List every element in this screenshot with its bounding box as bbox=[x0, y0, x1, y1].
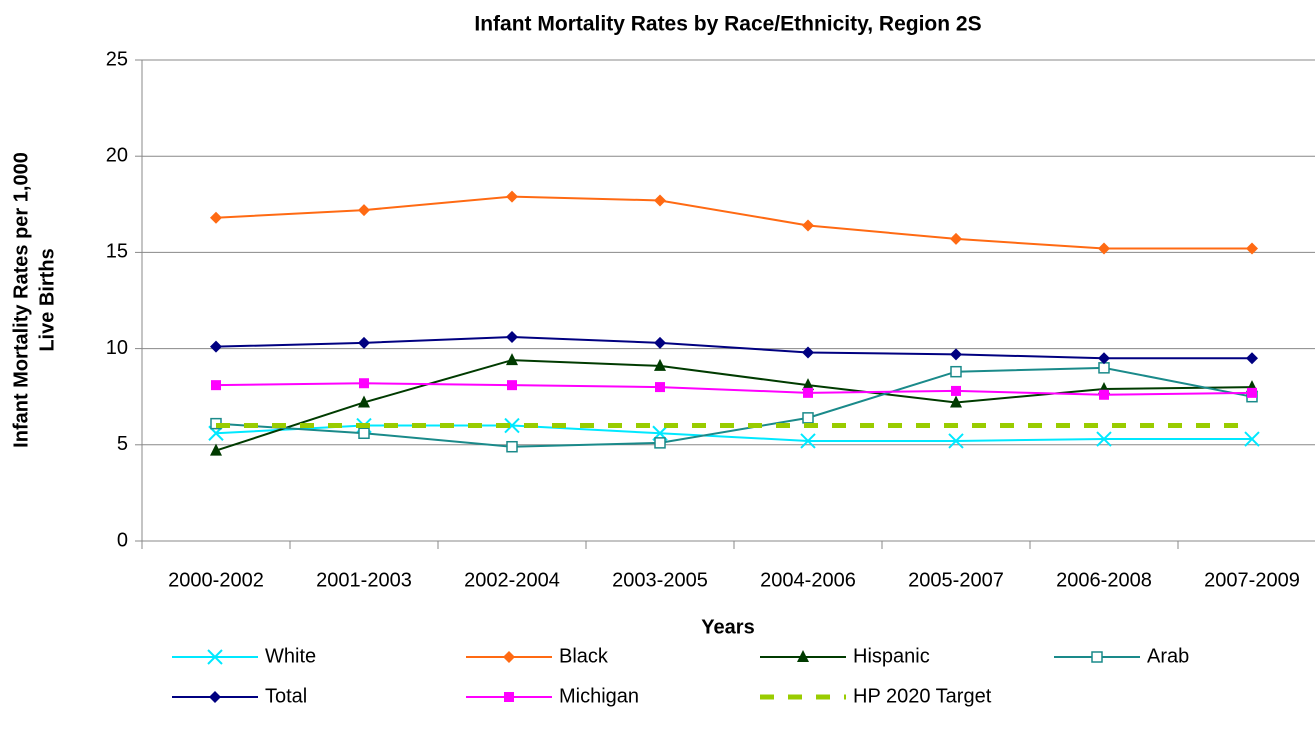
marker bbox=[1098, 352, 1110, 365]
legend-label: Total bbox=[265, 685, 307, 707]
marker bbox=[210, 340, 222, 353]
series-line bbox=[215, 336, 1252, 360]
marker bbox=[506, 353, 518, 366]
marker bbox=[1098, 362, 1110, 374]
legend-label: Arab bbox=[1147, 645, 1189, 667]
x-tick-label: 2005-2007 bbox=[908, 569, 1004, 591]
legend-marker bbox=[797, 650, 809, 662]
series-line bbox=[215, 195, 1252, 250]
y-tick-label: 20 bbox=[106, 144, 128, 166]
marker bbox=[950, 365, 962, 378]
marker bbox=[655, 382, 665, 393]
y-tick-label: 10 bbox=[106, 337, 128, 359]
y-tick-label: 15 bbox=[106, 241, 128, 263]
marker bbox=[358, 427, 370, 440]
x-tick-label: 2001-2003 bbox=[316, 569, 412, 591]
marker bbox=[1099, 389, 1109, 400]
y-tick-label: 5 bbox=[117, 433, 128, 455]
series-line bbox=[215, 359, 1253, 452]
x-tick-label: 2007-2009 bbox=[1204, 569, 1300, 591]
legend-label: White bbox=[265, 645, 316, 667]
marker bbox=[506, 331, 518, 344]
marker bbox=[948, 433, 964, 449]
series-line bbox=[215, 382, 1253, 396]
x-tick-label: 2000-2002 bbox=[168, 569, 264, 591]
x-tick-label: 2006-2008 bbox=[1056, 569, 1152, 591]
marker bbox=[211, 380, 221, 391]
marker bbox=[504, 417, 520, 434]
marker bbox=[210, 443, 222, 456]
legend-marker bbox=[209, 691, 221, 703]
marker bbox=[506, 190, 518, 203]
chart-title: Infant Mortality Rates by Race/Ethnicity… bbox=[474, 13, 981, 36]
legend-marker bbox=[207, 649, 223, 665]
marker bbox=[1247, 387, 1257, 398]
marker bbox=[506, 440, 518, 453]
legend-label: Michigan bbox=[559, 685, 639, 707]
marker bbox=[1098, 242, 1110, 255]
marker bbox=[1096, 431, 1112, 447]
marker bbox=[802, 378, 814, 391]
legend-marker bbox=[503, 651, 515, 663]
series-line bbox=[215, 366, 1253, 448]
marker bbox=[800, 433, 816, 449]
legend-marker bbox=[504, 692, 514, 702]
marker bbox=[802, 412, 814, 424]
y-tick-label: 0 bbox=[117, 529, 128, 551]
marker bbox=[951, 385, 961, 396]
marker bbox=[950, 232, 962, 245]
legend-label: HP 2020 Target bbox=[853, 685, 992, 707]
x-tick-label: 2004-2006 bbox=[760, 569, 856, 591]
legend-marker bbox=[1091, 651, 1103, 663]
marker bbox=[654, 336, 666, 349]
marker bbox=[358, 204, 370, 217]
marker bbox=[803, 387, 813, 398]
legend-label: Black bbox=[559, 645, 609, 667]
marker bbox=[654, 358, 666, 371]
y-tick-label: 25 bbox=[106, 48, 128, 70]
marker bbox=[802, 346, 814, 359]
marker bbox=[358, 336, 370, 349]
marker bbox=[802, 219, 814, 232]
marker bbox=[654, 437, 666, 449]
marker bbox=[507, 380, 517, 391]
marker bbox=[654, 194, 666, 207]
x-axis-title: Years bbox=[701, 616, 754, 638]
marker bbox=[359, 378, 369, 389]
marker bbox=[950, 395, 962, 408]
x-tick-label: 2002-2004 bbox=[464, 569, 560, 591]
marker bbox=[1246, 242, 1258, 255]
marker bbox=[1246, 352, 1258, 365]
marker bbox=[358, 395, 370, 408]
marker bbox=[1244, 431, 1260, 447]
y-axis-title: Live Births bbox=[36, 248, 58, 351]
y-axis-title: Infant Mortality Rates per 1,000 bbox=[10, 152, 32, 448]
x-tick-label: 2003-2005 bbox=[612, 569, 708, 591]
marker bbox=[210, 211, 222, 224]
legend-label: Hispanic bbox=[853, 645, 930, 667]
marker bbox=[950, 348, 962, 361]
